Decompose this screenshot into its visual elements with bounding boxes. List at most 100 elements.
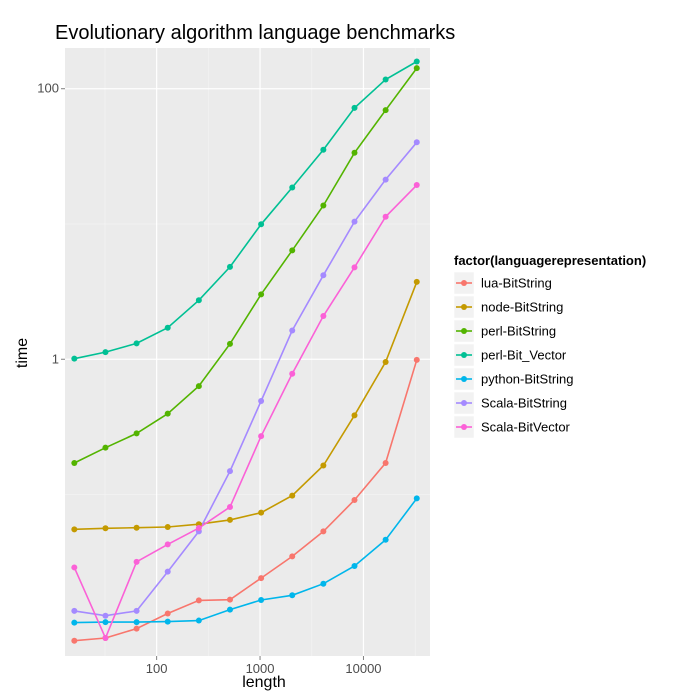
data-point (320, 312, 327, 319)
data-point (382, 176, 389, 183)
chart-title: Evolutionary algorithm language benchmar… (55, 22, 455, 44)
legend-label: perl-BitString (481, 324, 556, 339)
data-point (351, 412, 358, 419)
data-point (195, 597, 202, 604)
data-point (382, 358, 389, 365)
data-point (413, 139, 420, 146)
data-point (413, 182, 420, 189)
data-point (258, 291, 265, 298)
data-point (289, 327, 296, 334)
data-point (351, 149, 358, 156)
legend-title: factor(languagerepresentation) (454, 253, 646, 268)
series-line (73, 184, 418, 641)
series-line (74, 60, 418, 360)
legend-label: Scala-BitVector (481, 420, 571, 435)
x-tick-label: 10000 (345, 661, 381, 676)
data-point (195, 297, 202, 304)
data-point (382, 213, 389, 220)
data-point (258, 221, 265, 228)
legend-key-point (461, 424, 467, 430)
series-line (73, 67, 418, 464)
data-point (71, 619, 78, 626)
data-point (289, 370, 296, 377)
data-point (226, 340, 233, 347)
data-point (413, 65, 420, 72)
data-point (289, 492, 296, 499)
data-point (351, 496, 358, 503)
data-point (133, 558, 140, 565)
data-point (258, 597, 265, 604)
data-point (71, 607, 78, 614)
legend-key-point (461, 304, 467, 310)
data-point (351, 563, 358, 570)
legend-label: python-BitString (481, 372, 574, 387)
data-point (226, 263, 233, 270)
data-point (133, 340, 140, 347)
data-point (226, 468, 233, 475)
data-point (71, 526, 78, 533)
data-point (258, 575, 265, 582)
x-axis-title: length (242, 674, 286, 691)
series-line (74, 141, 418, 617)
data-point (102, 349, 109, 356)
plot-panel (65, 48, 430, 656)
data-point (382, 76, 389, 83)
data-point (102, 444, 109, 451)
data-point (351, 218, 358, 225)
legend-label: lua-BitString (481, 276, 552, 291)
data-point (382, 107, 389, 114)
data-point (164, 541, 171, 548)
data-point (382, 536, 389, 543)
data-point (164, 610, 171, 617)
data-point (382, 460, 389, 467)
data-point (289, 184, 296, 191)
data-point (320, 272, 327, 279)
data-point (258, 509, 265, 516)
series-line (74, 359, 418, 642)
x-tick-label: 100 (146, 661, 168, 676)
data-point (320, 462, 327, 469)
data-point (226, 606, 233, 613)
data-point (195, 617, 202, 624)
data-point (320, 528, 327, 535)
data-point (102, 619, 109, 626)
data-point (71, 637, 78, 644)
data-point (351, 104, 358, 111)
data-point (102, 525, 109, 532)
y-tick-label: 100 (37, 81, 59, 96)
data-point (133, 430, 140, 437)
legend-label: node-BitString (481, 300, 563, 315)
legend-key-point (461, 328, 467, 334)
data-point (413, 58, 420, 65)
data-point (289, 247, 296, 254)
data-point (351, 264, 358, 271)
data-point (289, 553, 296, 560)
data-point (102, 634, 109, 641)
data-point (133, 625, 140, 632)
legend-label: Scala-BitString (481, 396, 567, 411)
data-point (133, 524, 140, 531)
legend-key-point (461, 400, 467, 406)
y-tick-label: 1 (52, 351, 59, 366)
data-point (164, 618, 171, 625)
series-line (74, 281, 418, 531)
data-point (226, 516, 233, 523)
legend-key-point (461, 376, 467, 382)
data-point (320, 580, 327, 587)
y-axis-ticks: 1 100 (37, 81, 65, 366)
series-lines (71, 58, 420, 644)
data-point (71, 564, 78, 571)
data-point (164, 524, 171, 531)
data-point (164, 410, 171, 417)
legend-key-point (461, 352, 467, 358)
series-line (74, 497, 418, 624)
data-point (164, 568, 171, 575)
data-point (258, 398, 265, 405)
data-point (195, 383, 202, 390)
data-point (320, 202, 327, 209)
data-point (71, 460, 78, 467)
y-axis-title: time (14, 338, 31, 368)
data-point (226, 596, 233, 603)
legend: factor(languagerepresentation) lua-BitSt… (453, 253, 646, 439)
